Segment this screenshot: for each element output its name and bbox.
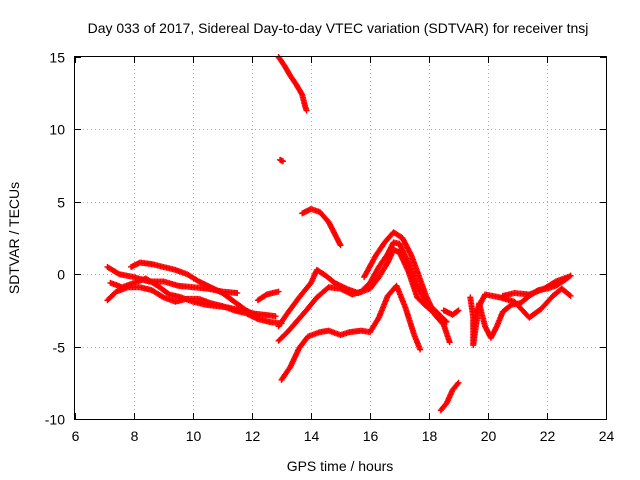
data-point-marker: [337, 242, 344, 249]
data-point-marker: [275, 288, 282, 295]
x-tick-label: 6: [72, 428, 80, 444]
y-tick-label: 0: [57, 267, 65, 283]
axis-ticks: 6 8 10 12 14 16 18 20 22 24 -10 -5 0 5 10 15: [45, 50, 615, 445]
y-tick-label: -10: [45, 412, 65, 428]
x-tick-label: 24: [599, 428, 615, 444]
x-tick-label: 14: [304, 428, 320, 444]
y-axis-label: SDTVAR / TECUs: [6, 182, 22, 294]
y-tick-label: -5: [53, 340, 66, 356]
data-point-marker: [455, 307, 462, 314]
data-point-marker: [455, 379, 462, 386]
data-points: [104, 54, 574, 414]
data-point-marker: [298, 90, 305, 97]
x-tick-label: 18: [422, 428, 438, 444]
x-tick-label: 20: [481, 428, 497, 444]
data-point-marker: [566, 292, 573, 299]
data-point-marker: [564, 274, 571, 281]
data-point-marker: [567, 292, 574, 299]
x-tick-label: 22: [540, 428, 556, 444]
data-point-marker: [234, 290, 241, 297]
x-tick-label: 16: [363, 428, 379, 444]
data-point-marker: [262, 292, 269, 299]
data-point-marker: [279, 158, 286, 165]
x-axis-label: GPS time / hours: [287, 458, 394, 474]
grid: [75, 57, 606, 419]
x-tick-label: 10: [186, 428, 202, 444]
x-tick-label: 12: [245, 428, 261, 444]
data-point-marker: [303, 107, 310, 114]
y-tick-label: 15: [49, 50, 65, 66]
data-point-marker: [254, 313, 261, 320]
data-point-marker: [454, 381, 461, 388]
chart-title: Day 033 of 2017, Sidereal Day-to-day VTE…: [88, 20, 589, 36]
data-point-marker: [446, 339, 453, 346]
y-tick-label: 5: [57, 195, 65, 211]
data-point-marker: [454, 308, 461, 315]
data-point-marker: [417, 346, 424, 353]
data-point-marker: [272, 313, 279, 320]
plot-frame: [74, 56, 607, 420]
x-tick-label: 8: [131, 428, 139, 444]
y-tick-label: 10: [49, 122, 65, 138]
